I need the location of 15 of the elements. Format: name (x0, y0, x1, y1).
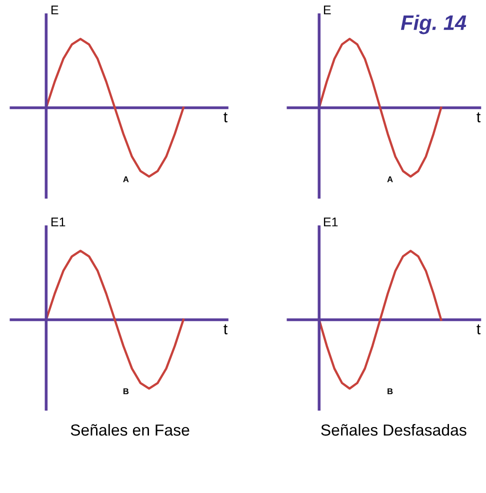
annotation: B (388, 388, 393, 394)
x-axis-title: t (224, 112, 228, 122)
y-axis-title: E1 (324, 218, 338, 226)
annotation: A (387, 176, 393, 182)
chart-title: Fig. 14 (400, 14, 466, 34)
y-axis-title: E (51, 6, 58, 14)
x-axis-title: t (476, 112, 481, 122)
text: Señales Desfasadas (321, 424, 466, 436)
x-axis-title: t (476, 324, 481, 334)
annotation: A (123, 176, 129, 182)
y-axis-title: E (324, 6, 331, 14)
x-axis-title: t (224, 324, 228, 334)
annotation: B (123, 388, 129, 394)
y-axis-title: E1 (51, 218, 66, 226)
text: Señales en Fase (70, 424, 190, 436)
